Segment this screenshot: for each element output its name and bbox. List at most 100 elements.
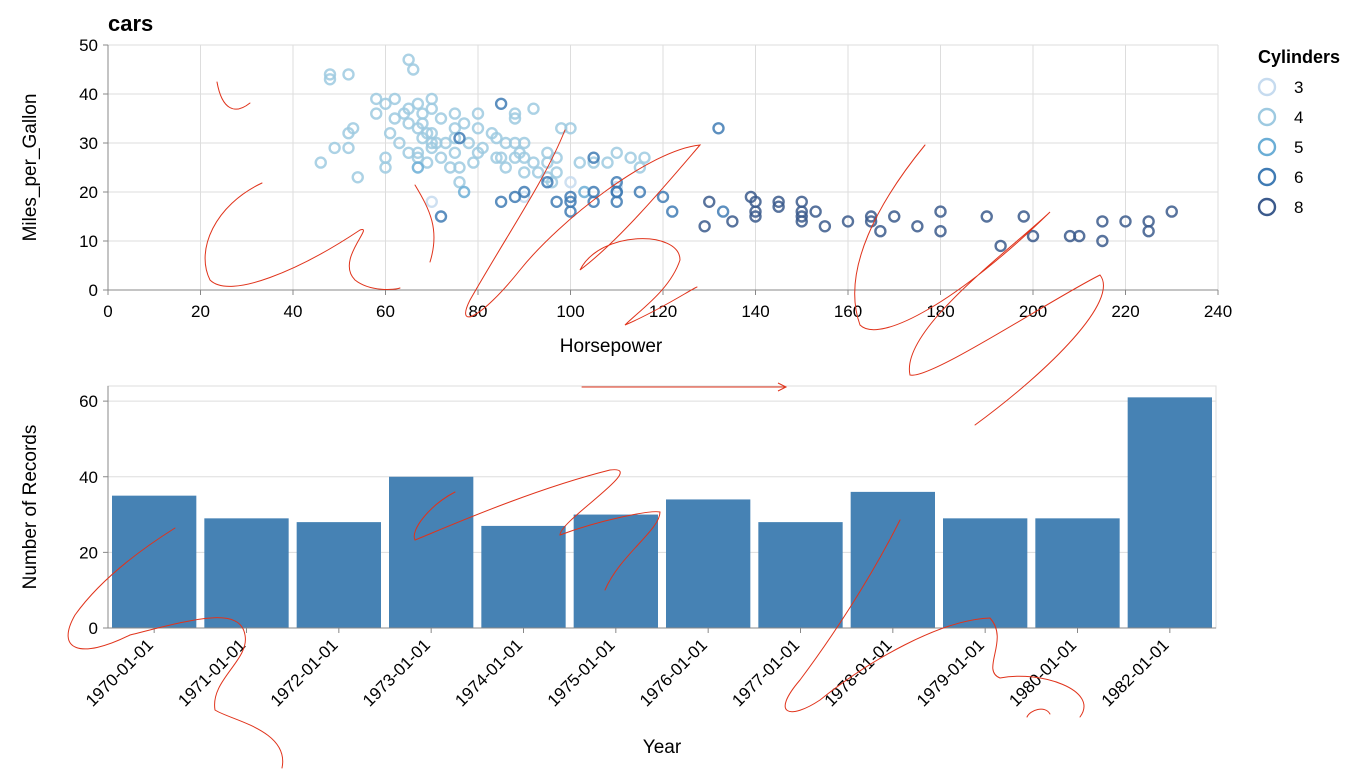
scatter-point — [550, 195, 563, 209]
bar — [666, 499, 751, 628]
scatter-point — [527, 156, 540, 169]
scatter-x-tick-label: 20 — [191, 302, 210, 321]
scatter-point — [1119, 215, 1132, 228]
scatter-point — [550, 166, 563, 179]
scatter-y-tick-label: 50 — [79, 36, 98, 55]
scatter-point — [467, 156, 480, 169]
scatter-point — [911, 220, 924, 233]
scatter-point — [342, 68, 355, 81]
legend-title: Cylinders — [1258, 47, 1340, 67]
scatter-point — [457, 185, 471, 199]
bar — [389, 476, 474, 628]
scatter-point — [471, 107, 485, 120]
scatter-y-axis-title: Miles_per_Gallon — [20, 94, 41, 242]
scatter-point — [994, 239, 1007, 253]
scatter-y-tick-label: 20 — [79, 183, 98, 202]
scatter-point — [795, 195, 808, 209]
scatter-y-tick-label: 30 — [79, 134, 98, 153]
scatter-x-tick-label: 240 — [1204, 302, 1232, 321]
scatter-point — [841, 215, 855, 228]
scatter-point — [434, 112, 448, 125]
scatter-point — [494, 195, 508, 209]
legend-symbol — [1257, 167, 1277, 187]
bar — [112, 495, 197, 628]
scatter-point — [439, 136, 452, 150]
red-arrowhead — [777, 382, 788, 392]
bar-x-tick-label: 1977-01-01 — [728, 635, 803, 710]
scatter-point — [393, 136, 406, 150]
scatter-point — [564, 205, 577, 218]
scatter-point — [448, 107, 462, 120]
bar-y-tick-label: 60 — [79, 392, 98, 411]
scatter-point — [1142, 224, 1155, 238]
chart-title: cars — [108, 11, 153, 36]
scatter-point — [508, 112, 522, 125]
scatter-y-tick-label: 40 — [79, 85, 98, 104]
red-scribble — [204, 182, 401, 291]
bar-x-tick-label: 1972-01-01 — [267, 635, 342, 710]
scatter-point — [703, 195, 716, 209]
scatter-point — [531, 166, 545, 179]
annotation-scribbles — [67, 81, 1104, 769]
scatter-point — [402, 102, 415, 115]
scatter-y-tick-label: 10 — [79, 232, 98, 251]
scatter-point — [407, 63, 420, 76]
bar — [758, 522, 843, 628]
bar-y-axis-title: Number of Records — [20, 425, 41, 590]
scatter-point — [1096, 234, 1109, 248]
scatter-point — [638, 151, 651, 164]
bar-x-axis-title: Year — [643, 737, 682, 758]
scatter-point — [383, 126, 397, 140]
scatter-point — [1073, 229, 1086, 243]
scatter-point — [411, 146, 425, 160]
scatter-point — [934, 224, 947, 238]
scatter-point — [425, 92, 438, 106]
bar-x-tick-label: 1976-01-01 — [636, 635, 711, 710]
scatter-point — [818, 220, 832, 233]
scatter-x-tick-label: 220 — [1111, 302, 1139, 321]
scatter-point — [518, 166, 531, 179]
scatter-point — [490, 131, 503, 145]
scatter-point — [490, 151, 503, 164]
red-scribble — [854, 144, 1104, 426]
scatter-x-axis-title: Horsepower — [560, 336, 663, 357]
scatter-point — [411, 161, 425, 174]
scatter-point — [402, 117, 415, 130]
scatter-point — [749, 210, 762, 223]
scatter-point — [416, 107, 429, 120]
bar-x-tick-label: 1971-01-01 — [174, 635, 249, 710]
scatter-point — [462, 136, 475, 150]
bar — [943, 518, 1028, 628]
scatter-point — [518, 136, 531, 150]
scatter-point — [698, 220, 711, 233]
red-scribble — [1026, 708, 1051, 718]
bar-y-tick-label: 40 — [79, 468, 98, 487]
scatter-x-tick-label: 100 — [556, 302, 584, 321]
bar — [481, 525, 566, 628]
scatter-point — [314, 156, 327, 169]
scatter-point — [388, 92, 401, 106]
scatter-x-tick-label: 200 — [1019, 302, 1047, 321]
bar-x-tick-label: 1974-01-01 — [451, 635, 526, 710]
scatter-point — [772, 195, 785, 209]
scatter-grid — [107, 44, 1219, 291]
scatter-point — [328, 141, 341, 155]
legend-label: 4 — [1294, 108, 1303, 127]
scatter-point — [864, 215, 878, 228]
scatter-point — [527, 102, 540, 115]
scatter-point — [795, 210, 808, 223]
scatter-point — [420, 126, 434, 140]
scatter-point — [494, 97, 508, 111]
scatter-point — [795, 205, 808, 218]
bar — [850, 491, 935, 628]
scatter-point — [1026, 229, 1040, 243]
scatter-point — [633, 161, 647, 174]
scatter-point — [934, 205, 947, 218]
bar-x-tick-label: 1980-01-01 — [1005, 635, 1080, 710]
red-scribble — [414, 184, 435, 263]
scatter-point — [610, 195, 623, 209]
scatter-point — [874, 224, 887, 238]
bar-x-tick-label: 1978-01-01 — [821, 635, 896, 710]
